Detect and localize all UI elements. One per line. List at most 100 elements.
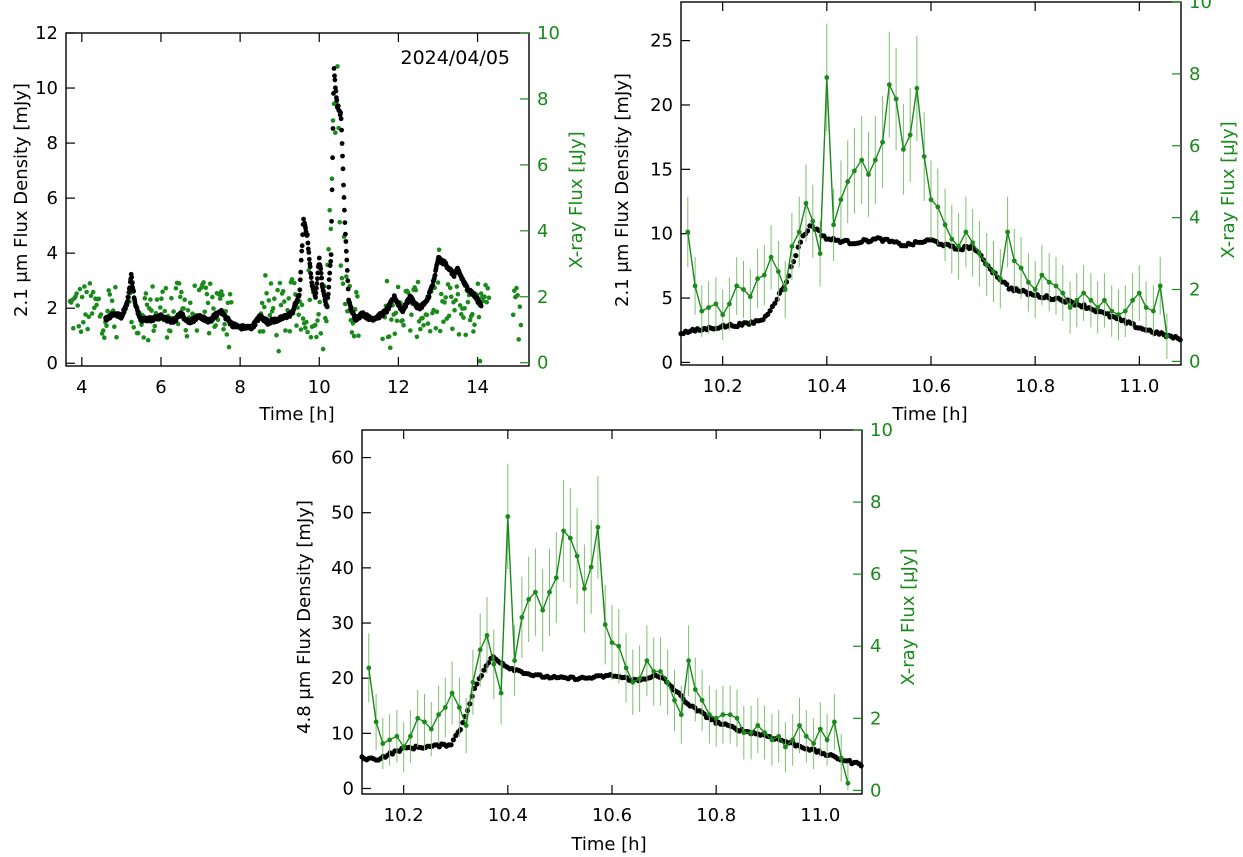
xray-point [803, 733, 809, 739]
xray-point [977, 251, 982, 256]
xray-point [1032, 287, 1038, 292]
xray-point [203, 285, 209, 291]
xray-point [85, 326, 90, 332]
xray-point [356, 333, 361, 339]
xray-point [457, 303, 463, 308]
xray-point [318, 331, 324, 336]
y-tick-label-left: 0 [662, 352, 673, 373]
xray-point [201, 280, 206, 285]
xray-point [109, 298, 115, 304]
y-tick-label-right: 0 [537, 353, 548, 374]
xray-point [299, 302, 305, 308]
xray-point [609, 640, 615, 645]
ir-point [426, 293, 432, 299]
ir-point [448, 742, 454, 748]
ir-point [1004, 281, 1010, 287]
xray-point [463, 332, 469, 338]
y-axis-label-left: 2.1 μm Flux Density [mJy] [612, 73, 633, 307]
ir-point [338, 110, 343, 116]
xray-point [303, 325, 308, 331]
ir-point [306, 250, 312, 255]
xray-point [470, 679, 476, 685]
ir-point [345, 286, 351, 292]
xray-point [602, 622, 608, 627]
ir-point [338, 116, 344, 122]
xray-point [665, 679, 671, 685]
xray-point [185, 308, 191, 313]
xray-point [114, 334, 119, 340]
ir-point [298, 269, 304, 275]
ir-point [333, 88, 339, 94]
x-tick-label: 8 [234, 377, 245, 398]
xray-point [373, 719, 379, 725]
xray-point [205, 300, 211, 306]
plot-frame [65, 32, 530, 367]
ir-point [331, 66, 337, 71]
ir-point [858, 763, 864, 769]
x-axis-label: Time [h] [891, 404, 967, 425]
xray-point [418, 326, 423, 332]
x-tick-label: 11.0 [1119, 376, 1159, 397]
xray-point [526, 597, 532, 602]
xray-point [445, 282, 451, 287]
ir-point [340, 166, 346, 172]
ir-point [334, 97, 340, 103]
xray-point [81, 320, 86, 325]
y-tick-label-left: 30 [331, 613, 354, 634]
ir-point [348, 304, 354, 310]
xray-point [280, 289, 286, 294]
xray-point [329, 176, 335, 181]
xray-point [443, 295, 449, 300]
xray-point [436, 712, 441, 718]
ir-point [341, 195, 347, 200]
xray-point [991, 269, 996, 274]
xray-point [482, 294, 487, 300]
xray-point [790, 737, 796, 743]
y-axis-label-right: X-ray Flux [μJy] [898, 548, 919, 685]
xray-point [287, 329, 293, 334]
xray-point [462, 306, 467, 311]
ir-point [314, 281, 320, 286]
xray-point [414, 334, 420, 340]
panel-bottom: Time [h] 4.8 μm Flux Density [mJy] X-ray… [294, 420, 919, 855]
ir-point [296, 292, 302, 298]
xray-point [623, 665, 629, 671]
xray-point [307, 297, 313, 303]
ir-point [335, 103, 341, 109]
xray-point [453, 297, 459, 303]
ir-point [430, 282, 436, 288]
xray-point [439, 291, 444, 297]
ir-point [327, 263, 333, 268]
xray-point [277, 280, 283, 286]
xray-point [1143, 305, 1149, 310]
ir-point [795, 244, 801, 250]
x-tick-label: 4 [76, 377, 87, 398]
xray-point [213, 323, 218, 328]
xray-point [184, 334, 190, 339]
ir-point [252, 322, 258, 328]
ir-point [344, 257, 350, 263]
xray-point [267, 312, 273, 318]
xray-point [220, 292, 225, 298]
xray-point [300, 316, 306, 321]
xray-point [79, 294, 85, 300]
xray-point [435, 280, 441, 285]
ir-point [339, 141, 345, 146]
xray-point [270, 306, 276, 311]
xray-point [533, 589, 538, 595]
ir-point [297, 287, 303, 293]
ir-point [124, 302, 130, 308]
xray-point [222, 322, 227, 327]
ir-point [129, 274, 135, 280]
ir-point [301, 216, 306, 222]
xray-point [547, 589, 552, 595]
xray-point [434, 309, 440, 315]
xray-point [82, 284, 87, 289]
xray-point [179, 289, 184, 295]
xray-point [1116, 312, 1121, 318]
ir-point [1130, 321, 1136, 327]
xray-point [561, 528, 566, 534]
xray-point [454, 284, 460, 289]
xray-point [859, 157, 865, 163]
ir-point [325, 291, 331, 297]
